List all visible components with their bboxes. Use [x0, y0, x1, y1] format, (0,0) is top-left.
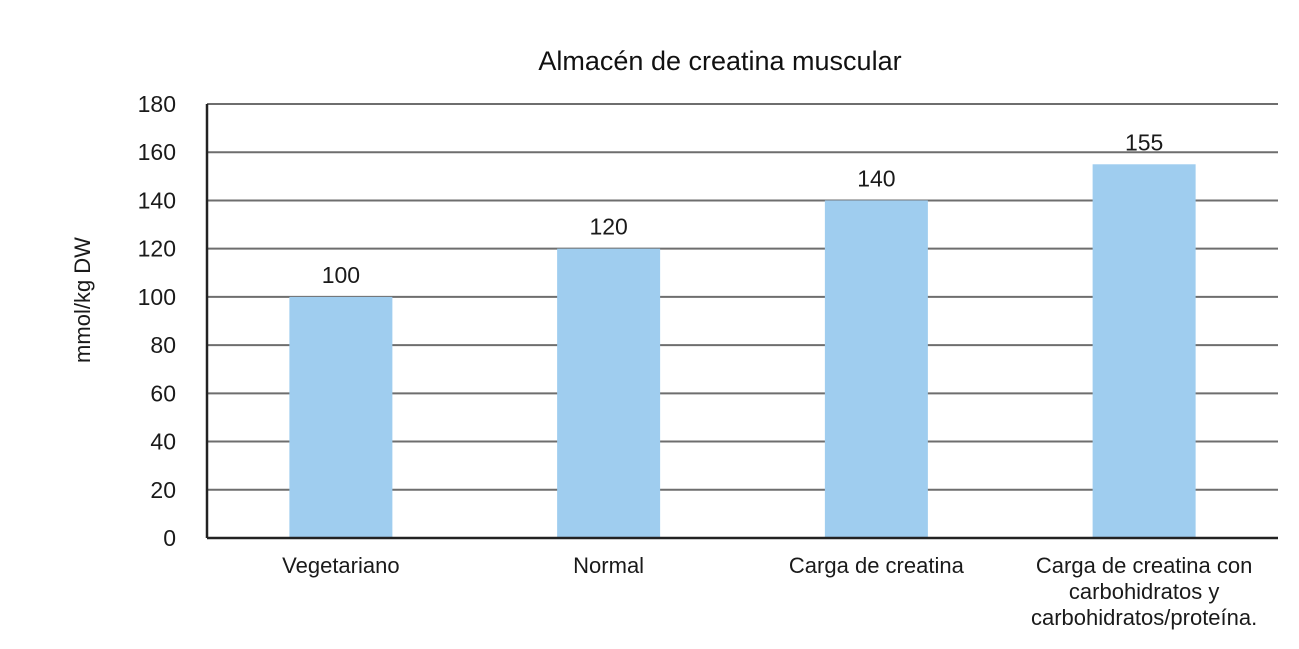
- bar: [1092, 164, 1196, 538]
- y-tick-labels: 0 20 40 60 80 100 120 140 160 180: [138, 91, 176, 551]
- chart-title: Almacén de creatina muscular: [538, 46, 901, 76]
- y-tick-label: 140: [138, 187, 176, 213]
- bars: [289, 164, 1196, 538]
- x-tick-label-line: carbohidratos/proteína.: [1031, 605, 1257, 630]
- data-labels: 100 120 140 155: [322, 129, 1164, 288]
- x-tick-label-line: Carga de creatina con: [1036, 553, 1252, 578]
- y-tick-label: 120: [138, 236, 176, 262]
- x-tick-labels: Vegetariano Normal Carga de creatina Carga …: [282, 553, 1257, 630]
- y-tick-label: 160: [138, 139, 176, 165]
- data-label: 100: [322, 262, 360, 288]
- bar: [824, 200, 928, 538]
- x-tick-label: Carga de creatina con carbohidratos y carb…: [1031, 553, 1257, 630]
- x-tick-label-line: Vegetariano: [282, 553, 399, 578]
- x-tick-label: Carga de creatina: [789, 553, 965, 578]
- x-tick-label-line: carbohidratos y: [1069, 579, 1219, 604]
- bar: [557, 248, 661, 538]
- data-label: 140: [857, 165, 895, 191]
- y-tick-label: 60: [150, 380, 176, 406]
- x-tick-label-line: Carga de creatina: [789, 553, 965, 578]
- x-tick-label-line: Normal: [573, 553, 644, 578]
- data-label: 155: [1125, 129, 1163, 155]
- data-label: 120: [589, 214, 627, 240]
- y-tick-label: 0: [163, 525, 176, 551]
- y-axis-label: mmol/kg DW: [70, 237, 95, 363]
- x-tick-label: Normal: [573, 553, 644, 578]
- x-tick-label: Vegetariano: [282, 553, 399, 578]
- y-tick-label: 100: [138, 284, 176, 310]
- y-tick-label: 80: [150, 332, 176, 358]
- bar: [289, 296, 393, 538]
- y-tick-label: 20: [150, 477, 176, 503]
- y-tick-label: 180: [138, 91, 176, 117]
- y-tick-label: 40: [150, 429, 176, 455]
